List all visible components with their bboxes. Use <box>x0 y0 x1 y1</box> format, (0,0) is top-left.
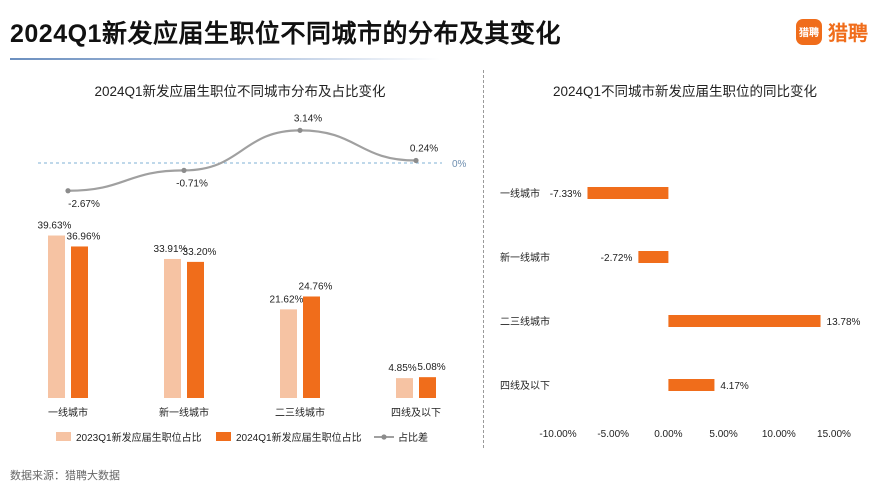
bar-2024-label: 5.08% <box>417 362 445 373</box>
bar-2024-label: 33.20% <box>183 247 217 258</box>
logo-badge-icon: 猎聘 <box>796 18 822 45</box>
yoy-value-label: -7.33% <box>550 189 582 200</box>
y-tick-label: 四线及以下 <box>500 379 550 392</box>
bar-2023-2 <box>280 309 297 398</box>
bar-2024-0 <box>71 246 88 398</box>
bar-2024-label: 24.76% <box>299 281 333 292</box>
y-tick-label: 二三线城市 <box>500 315 550 328</box>
yoy-value-label: -2.72% <box>601 253 633 264</box>
bar-2023-label: 39.63% <box>38 221 72 232</box>
left-chart-title: 2024Q1新发应届生职位不同城市分布及占比变化 <box>94 84 386 99</box>
x-tick-label: -5.00% <box>597 429 629 440</box>
diff-line <box>67 129 417 192</box>
logo-text: 猎聘 <box>828 23 868 45</box>
x-tick-label: 二三线城市 <box>275 406 325 419</box>
legend-swatch-2023 <box>56 432 71 441</box>
x-tick-label: 新一线城市 <box>159 406 209 419</box>
yoy-value-label: 13.78% <box>827 317 861 328</box>
title-underline <box>10 58 440 60</box>
x-tick-label: 一线城市 <box>48 406 88 419</box>
x-tick-label: -10.00% <box>539 429 576 440</box>
diff-label: 0.24% <box>410 144 438 155</box>
bar-2024-label: 36.96% <box>67 231 101 242</box>
yoy-bar-1 <box>638 251 669 263</box>
yoy-bar-3 <box>668 379 715 391</box>
diff-point <box>413 157 419 164</box>
diff-point <box>181 167 187 173</box>
diff-label: 3.14% <box>294 113 322 124</box>
bar-2024-1 <box>187 261 204 398</box>
y-tick-label: 一线城市 <box>500 187 540 200</box>
diff-point <box>297 127 303 133</box>
yoy-bar-0 <box>587 187 669 199</box>
diff-label: -0.71% <box>176 178 208 189</box>
legend-swatch-2024 <box>216 432 231 441</box>
diff-point <box>65 188 71 194</box>
bar-2024-3 <box>419 377 436 398</box>
right-chart-title: 2024Q1不同城市新发应届生职位的同比变化 <box>552 84 818 99</box>
bar-2023-label: 21.62% <box>270 294 304 305</box>
bar-2023-label: 33.91% <box>154 244 188 255</box>
legend-label-diff: 占比差 <box>398 431 428 444</box>
panel-divider <box>483 70 484 448</box>
left-chart: 0% 39.63%36.96% 一线城市 33.91%33.20% 新一线城市 21.62… <box>38 113 467 444</box>
y-tick-label: 新一线城市 <box>500 251 550 264</box>
data-source-note: 数据来源：猎聘大数据 <box>10 470 120 482</box>
logo: 猎聘 猎聘 <box>796 17 868 46</box>
right-chart: 一线城市 -7.33% 新一线城市 -2.72% 二三线城市 13.78% 四线及以下 4.1… <box>500 187 861 440</box>
yoy-bar-2 <box>668 315 821 327</box>
legend-label-2023: 2023Q1新发应届生职位占比 <box>76 431 202 444</box>
page-title: 2024Q1新发应届生职位不同城市的分布及其变化 <box>10 20 561 48</box>
bar-2023-3 <box>396 378 413 398</box>
bar-2023-0 <box>48 235 65 398</box>
bar-2024-2 <box>303 296 320 398</box>
legend-point-diff <box>381 434 387 440</box>
bar-2023-1 <box>164 258 181 398</box>
yoy-value-label: 4.17% <box>720 381 748 392</box>
x-tick-label: 10.00% <box>762 429 796 440</box>
x-tick-label: 四线及以下 <box>391 406 441 419</box>
diff-label: -2.67% <box>68 199 100 210</box>
zero-reference-label: 0% <box>452 159 467 170</box>
legend-label-2024: 2024Q1新发应届生职位占比 <box>236 431 362 444</box>
x-tick-label: 0.00% <box>654 429 682 440</box>
x-tick-label: 5.00% <box>709 429 737 440</box>
bar-2023-label: 4.85% <box>388 363 416 374</box>
x-tick-label: 15.00% <box>817 429 851 440</box>
